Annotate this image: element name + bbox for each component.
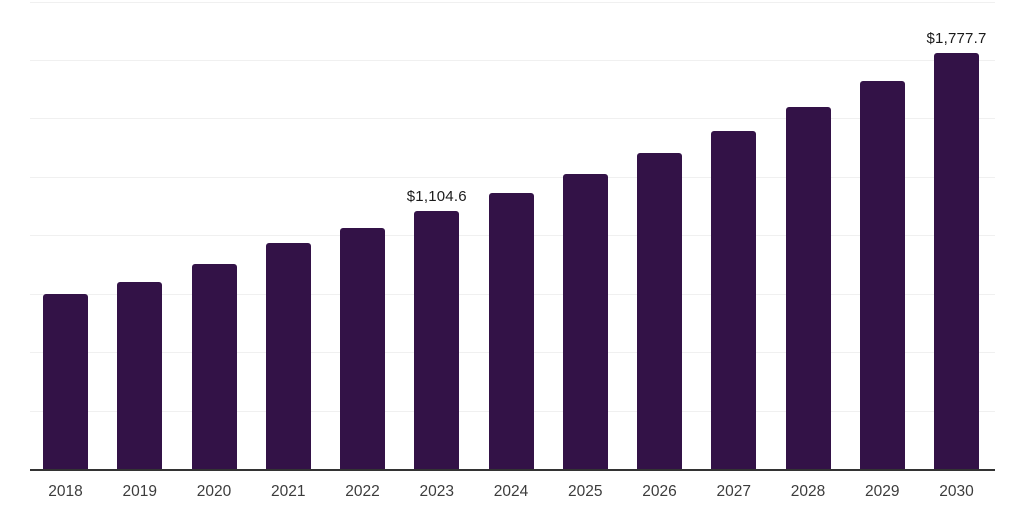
bar-2020 — [191, 264, 237, 469]
bar-slot-2024 — [488, 0, 534, 469]
x-tick-2026: 2026 — [642, 483, 677, 500]
bar-2019 — [117, 282, 163, 469]
bar-slot-2022 — [340, 0, 385, 469]
gridline-1250 — [30, 176, 995, 178]
bar-2029 — [859, 80, 905, 469]
bar-2030 — [934, 53, 979, 469]
gridline-2000 — [30, 1, 995, 3]
bar-slot-2028 — [785, 0, 831, 469]
x-tick-2029: 2029 — [865, 483, 900, 500]
bar-2027 — [711, 131, 757, 469]
data-label-2023: $1,104.6 — [406, 187, 467, 205]
x-tick-2023: 2023 — [419, 483, 454, 500]
x-tick-2028: 2028 — [790, 483, 826, 500]
x-tick-2025: 2025 — [568, 483, 603, 500]
bar-slot-2018 — [43, 0, 88, 469]
bar-2026 — [637, 152, 682, 469]
bar-slot-2027 — [711, 0, 757, 469]
x-axis-tick-labels: 2018 2019 2020 2021 2022 2023 2024 2025 2026 2027… — [0, 483, 1024, 503]
bar-2022 — [340, 228, 385, 469]
x-axis-line — [30, 469, 995, 471]
x-tick-2027: 2027 — [716, 483, 751, 500]
bar-2025 — [562, 173, 608, 469]
bar-2018 — [43, 293, 88, 469]
bar-slot-2020 — [191, 0, 237, 469]
x-tick-2018: 2018 — [48, 483, 83, 500]
bar-slot-2019 — [117, 0, 163, 469]
bar-2021 — [265, 242, 311, 469]
x-tick-2019: 2019 — [122, 483, 157, 500]
gridline-1500 — [30, 118, 995, 120]
gridline-1750 — [30, 59, 995, 61]
bar-2028 — [785, 107, 831, 469]
x-tick-2022: 2022 — [345, 483, 380, 500]
bar-slot-2021 — [265, 0, 311, 469]
bar-2024 — [488, 192, 534, 469]
x-tick-2020: 2020 — [196, 483, 232, 500]
x-tick-2030: 2030 — [939, 483, 974, 500]
bar-slot-2026 — [637, 0, 682, 469]
bar-slot-2023: $1,104.6 — [407, 0, 467, 469]
x-tick-2024: 2024 — [493, 483, 529, 500]
bar-2023 — [414, 210, 460, 469]
plot-area: $1,104.6 $1,777.7 — [30, 0, 995, 469]
data-label-2030: $1,777.7 — [926, 30, 987, 48]
bar-slot-2030: $1,777.7 — [927, 0, 986, 469]
bar-slot-2029 — [859, 0, 905, 469]
bar-slot-2025 — [562, 0, 608, 469]
x-tick-2021: 2021 — [271, 483, 306, 500]
